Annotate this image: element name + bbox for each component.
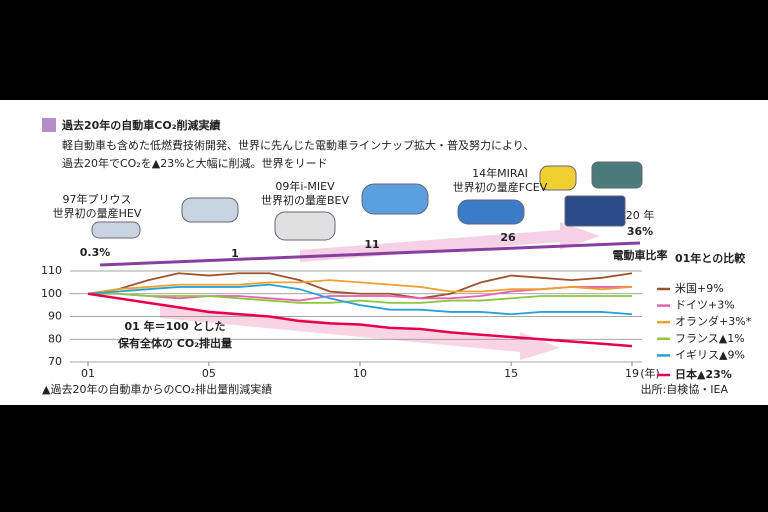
legend-label: フランス▲1% (675, 332, 745, 345)
car-icons (91, 161, 643, 241)
ev-ratio-label: 0.3% (80, 246, 111, 259)
subtitle: 軽自動車も含めた低燃費技術開発、世界に先んじた電動車ラインナップ拡大・普及努力に… (62, 138, 534, 152)
series-line (87, 272, 633, 300)
subtitle: 過去20年でCO₂を▲23%と大幅に削減。世界をリード (62, 156, 328, 170)
series-line (87, 292, 633, 348)
ev-line (99, 241, 641, 267)
y-tick-label: 70 (48, 355, 62, 368)
legend-label: イギリス▲9% (675, 348, 745, 361)
title: 過去20年の自動車CO₂削減実績 (61, 118, 221, 132)
x-tick-label: 10 (353, 367, 367, 380)
footer-caption: ▲過去20年の自動車からのCO₂排出量削減実績 (42, 382, 272, 396)
legend-title: 01年との比較 (675, 251, 746, 265)
car-label: 09年i-MIEV (275, 179, 335, 193)
deco-arrow (160, 305, 560, 360)
y-tick-label: 110 (41, 264, 62, 277)
ev-end-value: 36% (627, 225, 653, 238)
annotation: 01 年＝100 とした (125, 319, 226, 333)
legend-label: オランダ+3%* (675, 314, 752, 328)
y-tick-label: 90 (48, 310, 62, 323)
x-tick-label: 01 (81, 367, 95, 380)
car-label: 14年MIRAI (472, 166, 528, 180)
legend-label: ドイツ+3% (675, 299, 735, 312)
ev-ratio-label: 11 (364, 238, 379, 251)
x-tick-label: 15 (504, 367, 518, 380)
annotation: 保有全体の CO₂排出量 (117, 336, 232, 350)
legend-label: 日本▲23% (675, 367, 732, 381)
x-unit: (年) (640, 366, 660, 380)
legend-label: 米国+9% (675, 282, 724, 295)
series-line (87, 279, 633, 295)
x-tick-label: 19 (625, 367, 639, 380)
y-tick-label: 100 (41, 287, 62, 300)
y-tick-label: 80 (48, 332, 62, 345)
series-line (87, 283, 633, 316)
car-label: 世界初の量産BEV (261, 193, 349, 207)
series-line (88, 292, 632, 304)
ev-ratio-label: 1 (231, 247, 239, 260)
car-label: 世界初の量産HEV (53, 206, 142, 220)
x-tick-label: 05 (202, 367, 216, 380)
car-label: 97年プリウス (63, 192, 132, 206)
title-mark (42, 118, 56, 132)
footer-source: 出所:自検協・IEA (641, 382, 729, 396)
ev-ratio-title: 電動車比率 (613, 248, 668, 262)
deco-arrow (300, 222, 600, 262)
ev-ratio-label: 26 (500, 231, 516, 244)
ev-end-year: 20 年 (626, 208, 655, 222)
car-label: 世界初の量産FCEV (453, 180, 548, 194)
